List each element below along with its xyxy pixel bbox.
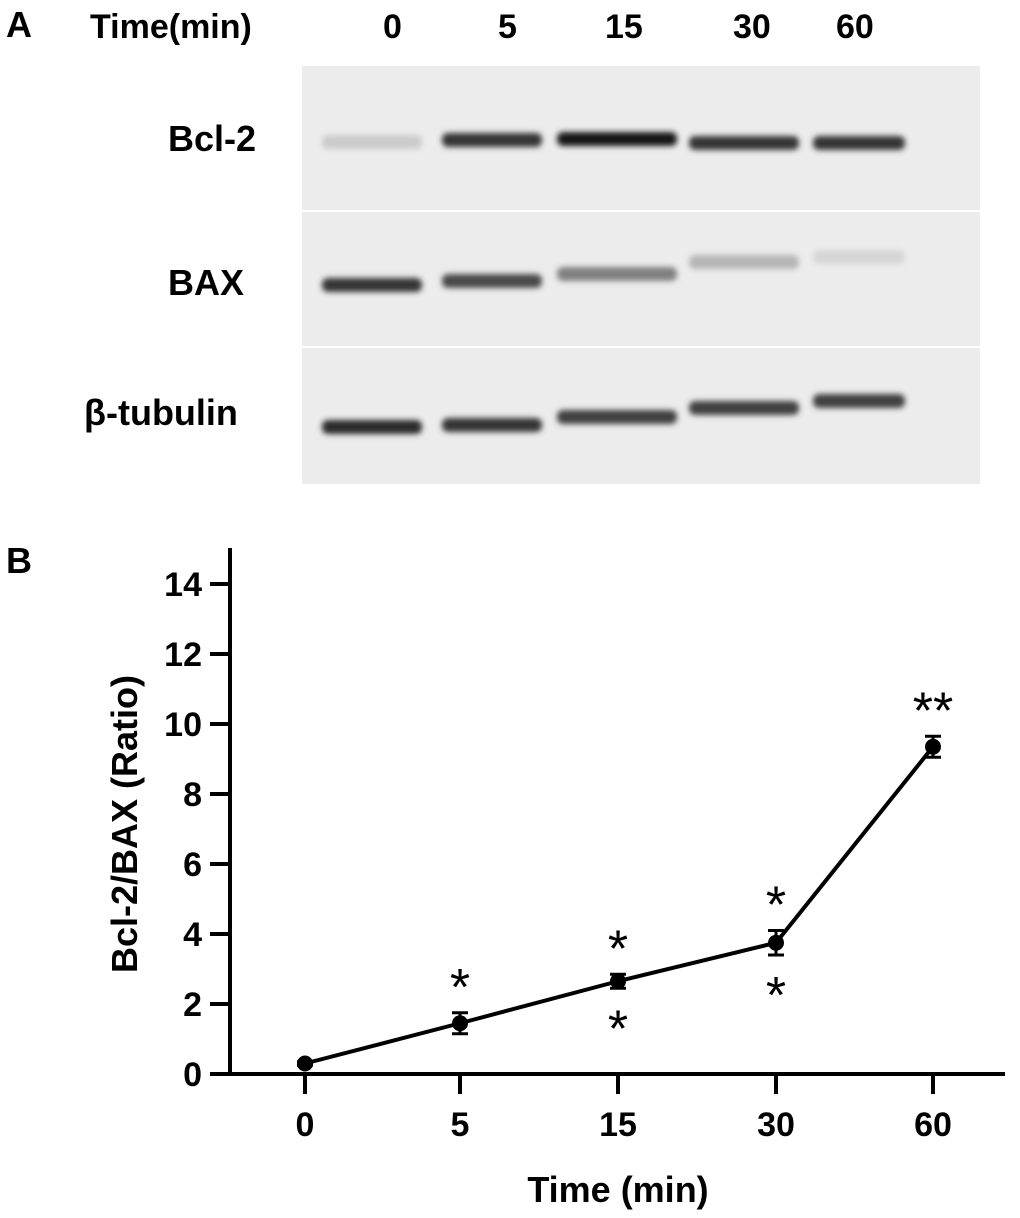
panel-a-letter: A [6, 4, 32, 45]
blot-band [557, 267, 677, 281]
y-tick-label: 8 [183, 776, 202, 814]
blot-band [442, 274, 542, 288]
chart-ticks: 0 2 4 6 8 10 12 14 0 5 15 30 60 [164, 566, 952, 1144]
x-tick-label: 60 [914, 1106, 952, 1144]
lane-label-1: 5 [498, 8, 517, 46]
chart-series [297, 734, 941, 1072]
x-tick-label: 0 [296, 1106, 315, 1144]
blot-divider [302, 210, 980, 212]
blot-band [813, 250, 905, 264]
row-label-bcl2: Bcl-2 [168, 118, 257, 159]
y-tick-label: 10 [164, 706, 202, 744]
significance-marker: * [450, 959, 470, 1017]
blot-band [689, 401, 799, 415]
blot-band [813, 394, 905, 408]
significance-marker: * [766, 877, 786, 935]
blot-band [322, 135, 422, 149]
row-label-bax: BAX [168, 262, 245, 303]
significance-marker: * [766, 967, 786, 1025]
blot-band [557, 410, 677, 424]
western-blot-image [302, 66, 980, 484]
blot-band [442, 418, 542, 432]
significance-marker: ** [913, 682, 953, 740]
blot-band [322, 420, 422, 434]
x-tick-label: 15 [599, 1106, 637, 1144]
y-axis-label: Bcl-2/BAX (Ratio) [104, 675, 145, 973]
blot-band [689, 255, 799, 269]
y-tick-label: 0 [183, 1056, 202, 1094]
data-point [925, 738, 941, 755]
data-point [452, 1015, 468, 1032]
lane-label-0: 0 [383, 8, 402, 46]
y-tick-label: 14 [164, 566, 202, 604]
blot-band [813, 136, 905, 150]
lane-label-4: 60 [836, 8, 874, 46]
data-point [297, 1055, 313, 1072]
y-tick-label: 12 [164, 636, 202, 674]
lane-label-3: 30 [733, 8, 771, 46]
y-tick-label: 6 [183, 846, 202, 884]
panel-b-letter: B [6, 540, 32, 581]
blot-bands [322, 132, 905, 434]
blot-divider [302, 346, 980, 348]
blot-band [557, 132, 677, 146]
blot-band [689, 136, 799, 150]
data-point [610, 973, 626, 990]
y-tick-label: 4 [183, 916, 202, 954]
x-tick-label: 30 [757, 1106, 795, 1144]
data-point [768, 934, 784, 951]
row-label-tubulin: β-tubulin [84, 392, 238, 433]
blot-band [322, 278, 422, 292]
lane-label-2: 15 [605, 8, 643, 46]
time-header: Time(min) [90, 8, 252, 46]
chart-annotations: ******* [450, 682, 953, 1058]
significance-marker: * [608, 920, 628, 978]
chart-axes [228, 548, 1005, 1076]
significance-marker: * [608, 1000, 628, 1058]
x-axis-label: Time (min) [527, 1169, 708, 1210]
y-tick-label: 2 [183, 986, 202, 1024]
blot-band [442, 133, 542, 147]
x-tick-label: 5 [451, 1106, 470, 1144]
